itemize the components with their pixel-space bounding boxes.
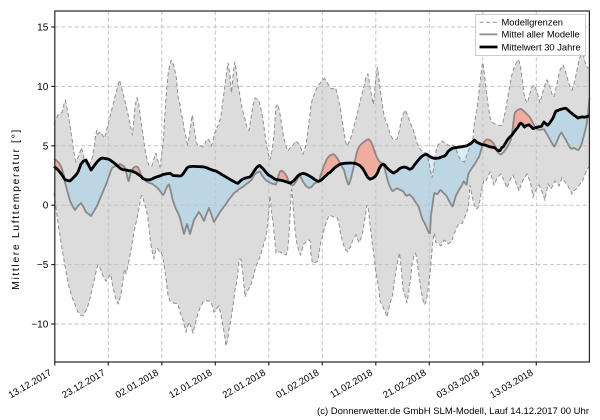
svg-text:Mittlere Lufttemperatur [°]: Mittlere Lufttemperatur [°] <box>10 128 22 290</box>
svg-text:15: 15 <box>37 23 49 34</box>
svg-text:Modellgrenzen: Modellgrenzen <box>502 17 564 28</box>
svg-text:Mittel aller Modelle: Mittel aller Modelle <box>502 29 580 40</box>
svg-text:5: 5 <box>43 141 49 152</box>
svg-text:−10: −10 <box>31 320 48 331</box>
svg-text:0: 0 <box>43 201 49 212</box>
svg-text:(c) Donnerwetter.de GmbH SLM-M: (c) Donnerwetter.de GmbH SLM-Modell, Lau… <box>317 406 589 417</box>
svg-text:−5: −5 <box>37 260 49 271</box>
svg-text:10: 10 <box>37 82 49 93</box>
svg-text:Mittelwert 30 Jahre: Mittelwert 30 Jahre <box>502 41 581 52</box>
